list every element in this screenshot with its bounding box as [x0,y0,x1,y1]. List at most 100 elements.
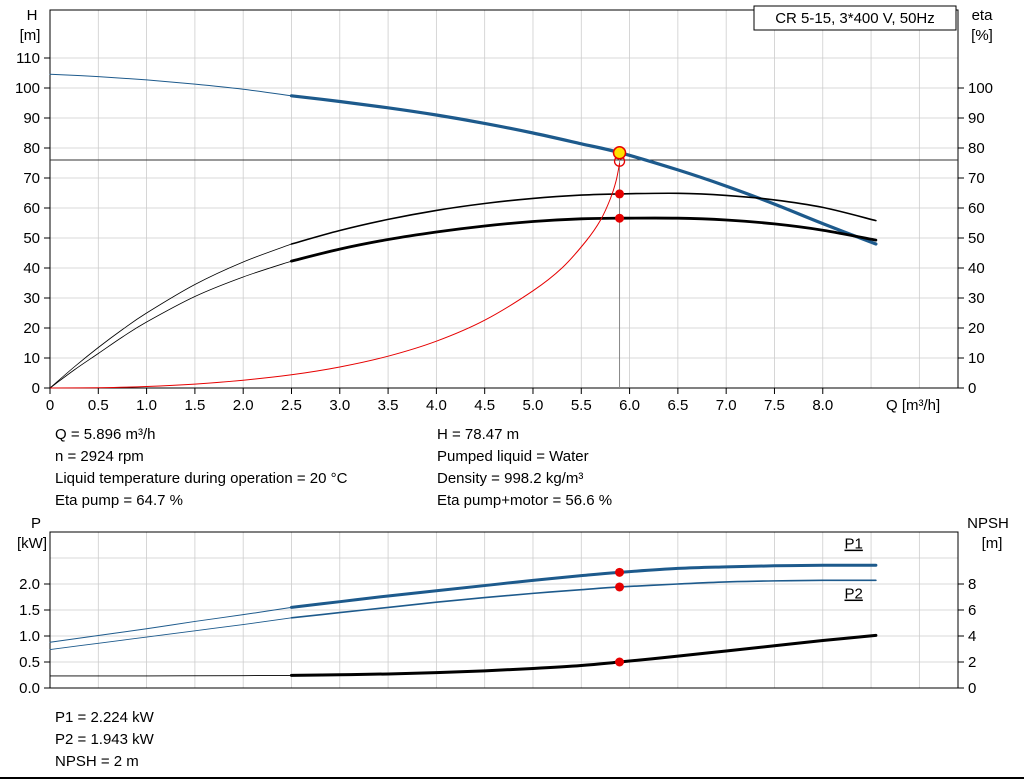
speed-text: n = 2924 rpm [55,448,144,465]
y-right-tick-label: 4 [968,628,976,645]
y-right-tick-label: 20 [968,320,985,337]
y-left-tick-label: 0.5 [19,654,40,671]
x-axis-tick-label: 2.0 [233,397,254,414]
y-left-tick-label: 1.0 [19,628,40,645]
page-bottom-rule [0,777,1024,779]
axis-unit-label: P [31,515,41,532]
axis-unit-label: eta [972,7,994,24]
p1-text: P1 = 2.224 kW [55,709,154,726]
eta-pump-motor-point [615,213,625,223]
y-left-tick-label: 80 [23,140,40,157]
y-left-tick-label: 70 [23,170,40,187]
x-axis-tick-label: 4.0 [426,397,447,414]
plot-frame [49,9,959,389]
y-left-tick-label: 60 [23,200,40,217]
y-right-tick-label: 10 [968,350,985,367]
p1-curve [289,563,878,609]
y-left-tick-label: 90 [23,110,40,127]
liquid-text: Pumped liquid = Water [437,448,589,465]
y-right-tick-label: 50 [968,230,985,247]
y-right-tick-label: 6 [968,602,976,619]
x-axis-tick-label: 5.0 [523,397,544,414]
p1-point [615,567,625,577]
curve-name-label: P1 [844,536,862,553]
chart-title: CR 5-15, 3*400 V, 50Hz [775,10,935,27]
density-text: Density = 998.2 kg/m³ [437,470,584,487]
x-axis-tick-label: 7.5 [764,397,785,414]
y-left-tick-label: 30 [23,290,40,307]
x-axis-tick-label: 3.0 [329,397,350,414]
y-right-tick-label: 70 [968,170,985,187]
chart-title-box [753,5,957,31]
axis-unit-label: [m] [20,27,41,44]
temperature-text: Liquid temperature during operation = 20… [55,470,348,487]
curve-name-label: P2 [844,586,862,603]
flow-text: Q = 5.896 m³/h [55,426,156,443]
y-right-tick-label: 40 [968,260,985,277]
system-curve [49,163,621,389]
axis-unit-label: NPSH [967,515,1009,532]
y-left-tick-label: 40 [23,260,40,277]
y-right-tick-label: 80 [968,140,985,157]
x-axis-tick-label: 0 [46,397,54,414]
eta-pump-curve-thin [49,243,292,389]
y-left-tick-label: 0 [32,380,40,397]
axis-unit-label: H [27,7,38,24]
axis-unit-label: Q [m³/h] [886,397,940,414]
y-left-tick-label: 110 [16,50,40,67]
axis-unit-label: [%] [971,27,993,44]
eta-pump-curve [290,192,877,245]
pump-curve-thin [49,73,292,97]
eta-pump-motor-curve-thin [49,260,292,389]
x-axis-tick-label: 2.5 [281,397,302,414]
y-right-tick-label: 30 [968,290,985,307]
x-axis-tick-label: 8.0 [812,397,833,414]
y-right-tick-label: 0 [968,680,976,697]
axis-unit-label: [m] [982,535,1003,552]
y-left-tick-label: 2.0 [19,576,40,593]
y-right-tick-label: 60 [968,200,985,217]
axis-unit-label: [kW] [17,535,47,552]
y-right-tick-label: 100 [968,80,993,97]
x-axis-tick-label: 7.0 [716,397,737,414]
y-left-tick-label: 100 [15,80,40,97]
x-axis-tick-label: 0.5 [88,397,109,414]
y-left-tick-label: 1.5 [19,602,40,619]
duty-point [612,146,627,160]
npsh-curve-thin [49,674,292,677]
y-right-tick-label: 90 [968,110,985,127]
y-right-tick-label: 2 [968,654,976,671]
eta-pump-text: Eta pump = 64.7 % [55,492,183,509]
x-axis-tick-label: 1.5 [184,397,205,414]
y-left-tick-label: 20 [23,320,40,337]
x-axis-tick-label: 1.0 [136,397,157,414]
x-axis-tick-label: 6.5 [667,397,688,414]
eta-pump-motor-curve [290,216,878,263]
p2-curve-thin [49,617,292,650]
p1-curve-thin [49,606,292,643]
head-text: H = 78.47 m [437,426,520,443]
y-left-tick-label: 50 [23,230,40,247]
x-axis-tick-label: 4.5 [474,397,495,414]
x-axis-tick-label: 5.5 [571,397,592,414]
power-npsh-chart: 0.0 0.5 1.0 1.5 2.0 0 2 4 6 8 P [kW] NPSH [m] P1 P2 [17,515,1009,697]
y-left-tick-label: 0.0 [19,680,40,697]
y-right-tick-label: 0 [968,380,976,397]
pump-curve [289,94,878,246]
y-right-tick-label: 8 [968,576,976,593]
p2-point [615,582,625,592]
operating-point-summary-right: H = 78.47 m Pumped liquid = Water Densit… [437,424,612,512]
qh-eta-chart: 0 0.5 1.0 1.5 2.0 2.5 3.0 3.5 4.0 4.5 5.0 5.5 6.0 6.5… [15,5,994,414]
npsh-curve [289,633,878,677]
npsh-point [615,657,625,667]
x-axis-tick-label: 6.0 [619,397,640,414]
eta-pump-point [615,189,625,199]
p2-text: P2 = 1.943 kW [55,731,154,748]
x-axis-tick-label: 3.5 [378,397,399,414]
power-npsh-summary: P1 = 2.224 kW P2 = 1.943 kW NPSH = 2 m [55,707,154,773]
p2-curve [290,579,877,619]
npsh-text: NPSH = 2 m [55,753,139,770]
y-left-tick-label: 10 [23,350,40,367]
eta-total-text: Eta pump+motor = 56.6 % [437,492,613,509]
